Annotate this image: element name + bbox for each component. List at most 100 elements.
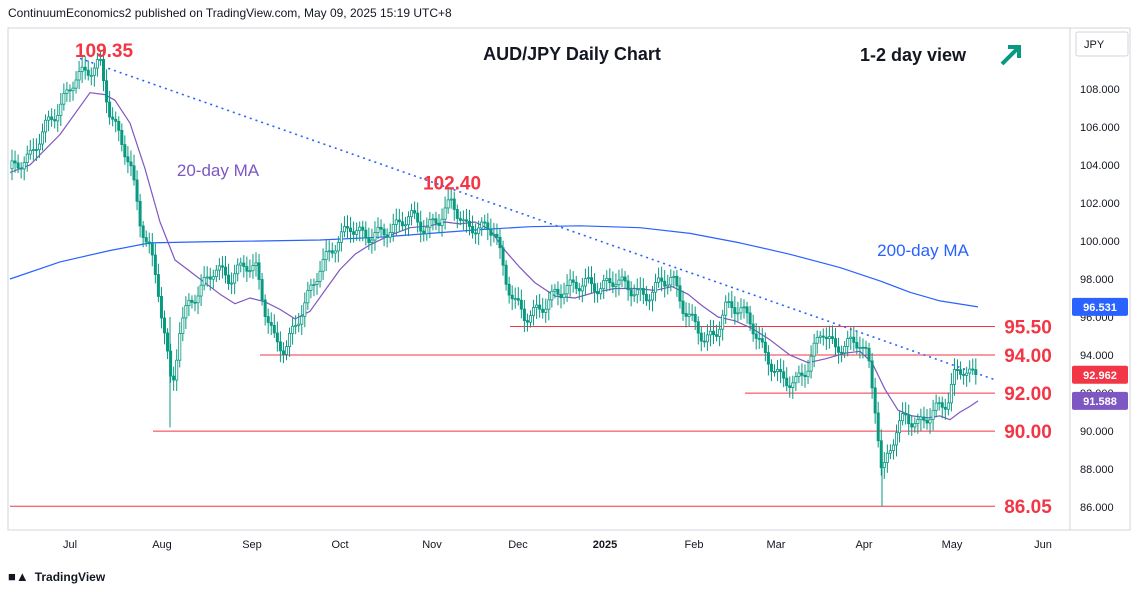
candle-body	[471, 226, 475, 234]
candle-body	[391, 223, 395, 233]
candle-body	[754, 333, 758, 339]
candle-body	[10, 160, 14, 170]
candle-body	[766, 352, 770, 365]
candle-body	[571, 279, 575, 283]
candle-body	[952, 369, 956, 385]
candle-body	[284, 346, 288, 355]
candle-body	[489, 229, 493, 236]
candle-body	[733, 307, 737, 314]
candle-body	[891, 444, 895, 452]
candle-body	[458, 218, 462, 221]
candle-body	[98, 59, 102, 61]
candle-body	[47, 116, 51, 121]
candle-body	[962, 373, 966, 376]
candle-body	[263, 299, 267, 317]
candle-body	[315, 281, 319, 285]
candle-body	[437, 222, 441, 226]
candle-body	[745, 306, 749, 314]
candle-body	[757, 337, 761, 340]
candle-body	[715, 334, 719, 337]
candle-body	[956, 369, 960, 371]
candle-body	[211, 276, 215, 280]
price-label: 91.588	[1083, 396, 1117, 408]
candle-body	[654, 282, 658, 293]
candle-body	[379, 226, 383, 230]
candle-body	[467, 220, 471, 227]
candle-body	[608, 278, 612, 284]
candle-body	[251, 265, 255, 272]
candle-body	[233, 273, 237, 284]
x-tick-label: Mar	[767, 539, 786, 551]
x-tick-label: Dec	[508, 539, 528, 551]
candle-body	[904, 413, 908, 416]
candle-body	[751, 323, 755, 335]
candle-body	[910, 423, 914, 428]
candle-body	[925, 419, 929, 424]
candle-body	[830, 336, 834, 340]
candle-body	[562, 293, 566, 299]
candle-body	[102, 59, 106, 82]
candle-body	[623, 276, 627, 282]
candle-body	[696, 321, 700, 334]
candle-body	[28, 149, 32, 155]
candle-body	[303, 302, 307, 317]
candle-body	[56, 115, 60, 122]
candle-body	[443, 207, 447, 220]
candle-body	[928, 418, 932, 424]
candle-body	[345, 226, 349, 229]
trend-arrow-icon	[1000, 45, 1021, 66]
candle-body	[763, 341, 767, 353]
candle-body	[492, 233, 496, 236]
candle-body	[882, 462, 886, 469]
annotation-label: 102.40	[423, 173, 481, 194]
candle-body	[65, 89, 69, 94]
candle-body	[105, 80, 109, 103]
candle-body	[13, 160, 17, 164]
candle-body	[495, 233, 499, 238]
candle-body	[135, 179, 139, 202]
x-tick-label: Jun	[1034, 539, 1052, 551]
candle-body	[138, 200, 142, 227]
candle-body	[824, 336, 828, 340]
candle-body	[41, 131, 45, 145]
candle-body	[840, 351, 844, 354]
candle-body	[156, 274, 160, 297]
candle-body	[895, 432, 899, 446]
candle-body	[638, 287, 642, 291]
candle-body	[797, 372, 801, 377]
chart-title: AUD/JPY Daily Chart	[483, 44, 661, 64]
candle-body	[291, 325, 295, 334]
candle-body	[742, 306, 746, 309]
candle-body	[651, 291, 655, 301]
candle-body	[477, 227, 481, 235]
candle-body	[92, 67, 96, 76]
candle-body	[248, 270, 252, 273]
footer-brand: TradingView	[34, 569, 106, 584]
candle-body	[68, 89, 72, 92]
candle-body	[599, 288, 603, 295]
candle-body	[44, 119, 48, 133]
candle-body	[821, 335, 825, 338]
candle-body	[748, 312, 752, 325]
candle-body	[590, 277, 594, 285]
candle-body	[553, 288, 557, 292]
candle-body	[126, 156, 130, 163]
candle-body	[410, 210, 414, 218]
candle-body	[626, 280, 630, 291]
candle-body	[144, 237, 148, 243]
candle-body	[681, 300, 685, 314]
candle-body	[294, 324, 298, 327]
candle-body	[690, 313, 694, 316]
candle-body	[504, 264, 508, 285]
candle-body	[669, 277, 673, 286]
candle-body	[312, 284, 316, 286]
candle-body	[300, 315, 304, 325]
candle-body	[162, 317, 166, 334]
candle-body	[785, 377, 789, 387]
candle-body	[809, 355, 813, 372]
candle-body	[297, 323, 301, 326]
price-label: 96.531	[1083, 302, 1117, 314]
candle-body	[123, 144, 127, 158]
candle-body	[333, 250, 337, 254]
